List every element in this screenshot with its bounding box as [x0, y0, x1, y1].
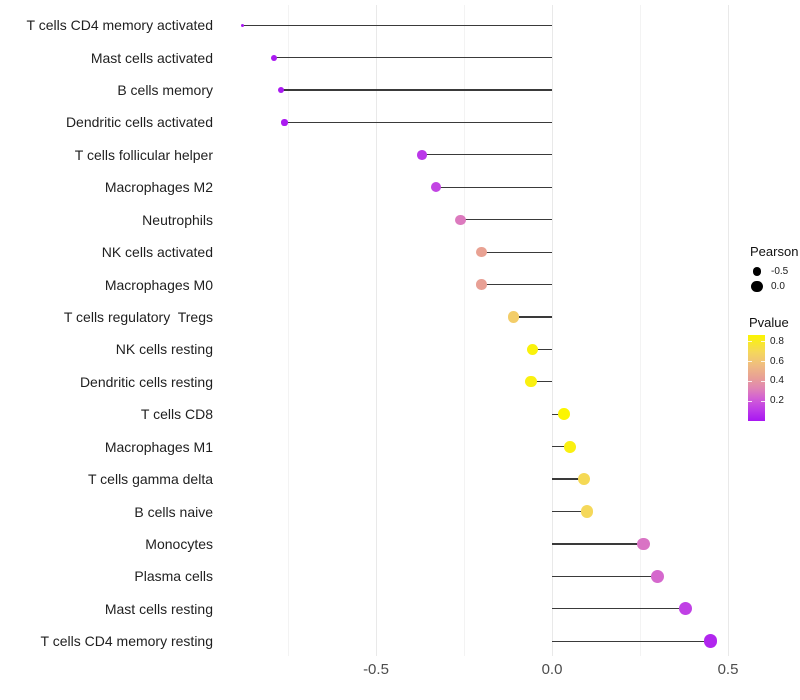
lollipop-stem	[552, 510, 588, 513]
row-label: Mast cells activated	[90, 49, 213, 66]
colorbar-tick-mark	[748, 361, 752, 363]
lollipop-stem	[460, 219, 552, 221]
lollipop-dot	[563, 440, 576, 453]
lollipop-dot	[651, 569, 665, 583]
row-label: Neutrophils	[142, 211, 213, 228]
lollipop-stem	[552, 640, 711, 642]
row-label: T cells follicular helper	[74, 146, 213, 163]
x-axis-tick-label: -0.5	[363, 661, 389, 678]
colorbar-tick-mark	[748, 341, 752, 343]
row-label: Macrophages M0	[104, 276, 213, 293]
row-label: T cells regulatory Tregs	[63, 308, 213, 325]
colorbar-tick-mark	[761, 361, 765, 363]
row-label: Mast cells resting	[104, 600, 213, 617]
lollipop-dot	[416, 150, 427, 160]
row-label: T cells CD4 memory resting	[40, 633, 213, 650]
lollipop-dot	[240, 23, 244, 27]
gridline-major	[551, 5, 553, 656]
colorbar-tick-mark	[748, 380, 752, 382]
row-label: T cells CD4 memory activated	[26, 17, 213, 34]
colorbar-tick-mark	[761, 341, 765, 343]
lollipop-stem	[280, 89, 552, 91]
lollipop-stem	[284, 121, 552, 124]
row-label: Macrophages M2	[104, 179, 213, 196]
colorbar-tick-mark	[748, 400, 752, 402]
size-legend-label: -0.5	[771, 265, 789, 277]
lollipop-stem	[481, 283, 552, 286]
lollipop-dot	[577, 473, 590, 486]
lollipop-stem	[481, 251, 552, 253]
lollipop-dot	[455, 214, 466, 225]
row-label: T cells CD8	[140, 406, 213, 423]
lollipop-dot	[637, 537, 650, 551]
lollipop-stem	[273, 57, 552, 59]
lollipop-dot	[507, 311, 519, 323]
size-legend-dot	[751, 280, 763, 293]
colorbar-tick-mark	[761, 380, 765, 382]
size-legend-dot	[752, 267, 762, 276]
row-label: NK cells activated	[101, 244, 213, 261]
row-label: Plasma cells	[134, 568, 213, 585]
lollipop-stem	[552, 608, 686, 610]
gridline-minor	[639, 5, 641, 656]
gridline-minor	[463, 5, 465, 656]
lollipop-stem	[242, 24, 552, 26]
colorbar-tick-mark	[761, 400, 765, 402]
lollipop-dot	[277, 86, 285, 94]
row-label: B cells naive	[134, 503, 213, 520]
lollipop-dot	[270, 54, 277, 61]
gridline-minor	[287, 5, 289, 656]
size-legend-title: Pearson	[750, 244, 799, 259]
lollipop-stem	[552, 543, 644, 545]
lollipop-stem	[552, 478, 584, 480]
gridline-major	[375, 5, 377, 656]
lollipop-dot	[525, 376, 537, 388]
colorbar-tick-label: 0.6	[770, 355, 784, 367]
lollipop-dot	[476, 246, 487, 258]
lollipop-stem	[552, 446, 570, 448]
colorbar-tick-label: 0.4	[770, 375, 784, 387]
x-axis-tick-label: 0.0	[541, 661, 563, 678]
lollipop-dot	[558, 408, 571, 421]
color-legend-title: Pvalue	[749, 315, 789, 330]
size-legend-label: 0.0	[771, 280, 785, 292]
lollipop-dot	[281, 119, 288, 126]
lollipop-stem	[530, 381, 552, 383]
colorbar-tick-label: 0.2	[770, 395, 784, 407]
lollipop-stem	[513, 316, 552, 318]
row-label: Monocytes	[145, 535, 213, 552]
lollipop-dot	[703, 634, 718, 648]
colorbar-tick-label: 0.8	[770, 335, 784, 347]
row-label: Macrophages M1	[104, 438, 213, 455]
gridline-major	[727, 5, 729, 656]
lollipop-stem	[532, 348, 552, 350]
row-label: T cells gamma delta	[87, 471, 213, 488]
row-label: Dendritic cells activated	[65, 114, 213, 131]
x-axis-tick-label: 0.5	[717, 661, 739, 678]
lollipop-dot	[526, 343, 539, 356]
row-label: NK cells resting	[115, 341, 213, 358]
lollipop-stem	[435, 186, 552, 188]
lollipop-stem	[552, 413, 565, 415]
lollipop-stem	[552, 575, 658, 577]
lollipop-stem	[421, 154, 552, 156]
pvalue-colorbar	[748, 335, 765, 421]
lollipop-dot	[430, 182, 441, 193]
lollipop-dot	[581, 505, 594, 518]
lollipop-dot	[476, 279, 487, 290]
row-label: B cells memory	[117, 82, 213, 99]
row-label: Dendritic cells resting	[79, 373, 213, 390]
lollipop-dot	[679, 602, 693, 616]
